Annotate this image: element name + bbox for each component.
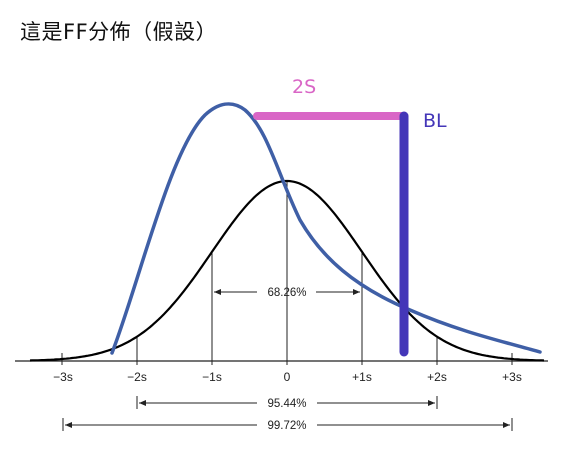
sigma-lines [61, 181, 513, 365]
tick-label-minus-1s: −1s [202, 370, 222, 384]
tick-label-minus-2s: −2s [127, 370, 147, 384]
tick-label-plus-2s: +2s [427, 370, 447, 384]
interval-99-label: 99.72% [267, 420, 306, 432]
two-s-label: 2S [292, 76, 316, 98]
axis-tick-labels: −3s −2s −1s 0 +1s +2s +3s [53, 370, 522, 384]
interval-95: 95.44% [136, 396, 438, 410]
tick-label-minus-3s: −3s [53, 370, 73, 384]
bl-label: BL [423, 110, 447, 132]
tick-label-plus-1s: +1s [352, 370, 372, 384]
interval-68: 68.26% [214, 287, 360, 299]
interval-95-label: 95.44% [267, 398, 306, 410]
tick-label-zero: 0 [284, 370, 291, 384]
tick-label-plus-3s: +3s [502, 370, 522, 384]
interval-99: 99.72% [62, 418, 513, 432]
interval-68-label: 68.26% [267, 287, 306, 299]
page-title: 這是FF分佈（假設） [20, 20, 218, 44]
skewed-ff-curve [110, 102, 542, 355]
